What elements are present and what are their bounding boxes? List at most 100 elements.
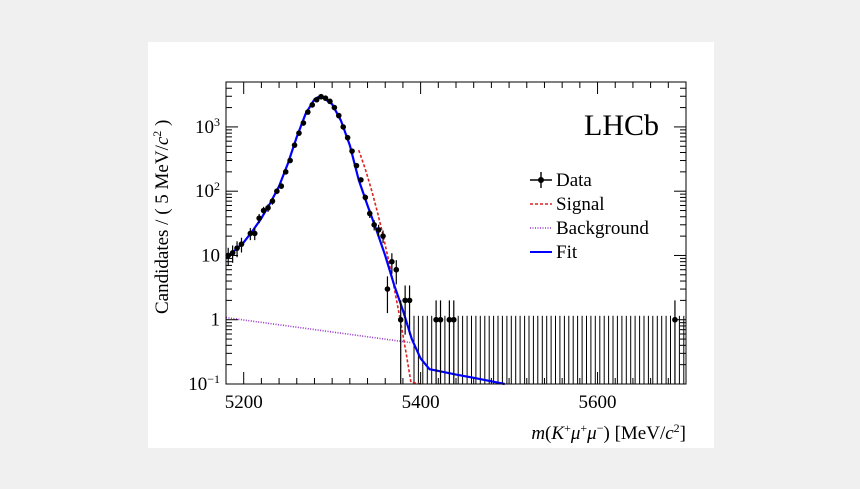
data-point-marker [296,130,302,136]
data-point [340,124,347,130]
data-point [322,95,329,101]
data-point [256,214,262,224]
legend-entry-background: Background [530,218,649,239]
y-axis-title: Candidates / ( 5 MeV/c2 ) [150,120,173,314]
data-point [265,204,271,212]
legend-label-signal: Signal [556,194,605,215]
data-point [371,220,377,231]
data-point-marker [335,112,342,119]
data-point [305,109,311,115]
data-point [450,300,457,384]
data-point-marker [349,148,355,154]
data-point [269,197,276,205]
data-point-marker [437,316,444,323]
data-point-marker [309,102,316,108]
figure-panel: 5200 5400 5600 10−1 1 10 102 103 LHCb Data Sign… [148,42,714,448]
data-point [238,237,245,253]
data-point [358,177,364,183]
data-point-marker [384,286,391,292]
data-point-marker [446,316,453,323]
data-point-marker [269,198,276,204]
data-point [335,112,342,119]
data-point-marker [305,109,311,115]
data-point [344,134,351,141]
legend-data-marker [538,177,544,183]
data-point-marker [318,93,324,100]
experiment-label: LHCb [584,109,659,142]
data-point-marker [375,227,382,233]
legend-label-fit: Fit [556,242,578,263]
data-point-marker [397,316,404,323]
data-point-marker [313,96,320,103]
signal-curve [357,149,421,385]
data-point-marker [256,215,262,221]
data-point [318,93,324,100]
y-tick-label: 103 [195,115,220,138]
axis-ticks: 5200 5400 5600 10−1 1 10 102 103 [188,81,687,413]
data-point [389,253,395,274]
data-point [247,228,254,241]
data-point-marker [406,297,413,304]
data-point-marker [300,120,307,126]
mass-fit-plot: 5200 5400 5600 10−1 1 10 102 103 LHCb Data Sign… [150,81,687,444]
data-point [375,224,382,237]
data-point-marker [247,230,254,237]
data-point [300,120,307,126]
y-tick-label: 102 [195,179,220,202]
data-point [309,102,316,108]
data-point-marker [344,134,351,141]
y-tick-label: 10 [201,245,220,266]
data-point-marker [282,169,289,175]
data-point [366,209,373,218]
legend-entry-data: Data [530,170,592,191]
data-point-marker [260,207,267,214]
data-point [291,142,298,148]
data-point-marker [331,104,338,111]
data-point-marker [265,205,271,211]
data-point-marker [327,98,333,105]
data-point [362,194,369,201]
background-curve [225,316,412,344]
data-point [331,104,338,111]
data-point [229,245,236,263]
legend: Data Signal Background Fit [530,170,649,263]
data-point-marker [362,194,369,201]
y-tick-label: 10−1 [188,372,220,395]
data-point-marker [322,95,329,101]
data-point [397,300,404,384]
data-point-marker [340,124,347,130]
data-point-marker [389,258,395,265]
data-point [406,285,413,335]
data-point [433,300,439,384]
data-point [384,276,391,314]
data-point [327,98,333,105]
data-point [437,300,444,384]
data-point [282,169,289,175]
data-point-marker [274,188,280,194]
data-point [402,285,408,335]
data-point [274,188,280,195]
legend-label-background: Background [556,218,649,239]
x-tick-label: 5200 [225,392,263,413]
data-point [380,230,386,244]
data-point [349,148,355,154]
legend-entry-signal: Signal [530,194,605,215]
empty-bin-error-bars [413,315,685,384]
data-point-marker [353,162,360,169]
data-point [393,260,400,285]
data-point [296,130,302,136]
data-point-marker [380,233,386,239]
data-point-marker [234,245,240,251]
data-points [225,93,678,384]
data-point [287,157,293,164]
data-point-marker [393,266,400,273]
legend-label-data: Data [556,170,592,191]
x-tick-label: 5600 [579,392,617,413]
data-point [251,228,258,241]
data-point-marker [366,210,373,217]
data-point-marker [251,230,258,237]
data-point [313,96,320,103]
data-point [260,206,267,215]
data-point-marker [278,183,285,189]
data-point [353,162,360,169]
